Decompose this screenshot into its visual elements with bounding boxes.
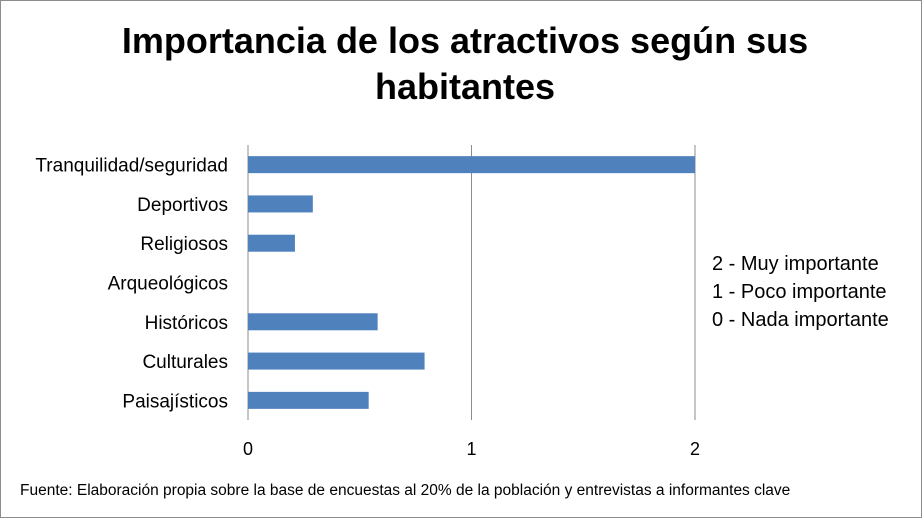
category-labels: Tranquilidad/seguridad Deportivos Religios…: [35, 156, 228, 413]
bar: [248, 195, 313, 213]
bar: [248, 313, 378, 331]
scale-legend-item-0: 0 - Nada importante: [712, 309, 889, 331]
category-label: Paisajísticos: [122, 391, 228, 412]
x-tick-label: 0: [243, 439, 253, 459]
scale-legend-item-2: 2 - Muy importante: [712, 253, 879, 275]
category-label: Tranquilidad/seguridad: [35, 156, 228, 177]
chart-title: Importancia de los atractivos según sus …: [121, 20, 809, 107]
category-label: Deportivos: [137, 195, 228, 216]
category-label: Históricos: [145, 313, 228, 334]
x-tick-label: 1: [466, 439, 476, 459]
scale-legend-item-1: 1 - Poco importante: [712, 281, 887, 303]
scale-legend: 2 - Muy importante 1 - Poco importante 0…: [712, 250, 889, 334]
bar: [248, 352, 425, 370]
category-label: Religiosos: [140, 234, 228, 255]
x-tick-label: 2: [690, 439, 700, 459]
gridlines: [247, 145, 696, 420]
source-note: Fuente: Elaboración propia sobre la base…: [20, 482, 791, 499]
x-tick-labels: 0 1 2: [243, 439, 700, 459]
bars: [248, 156, 695, 409]
bar: [248, 391, 369, 409]
category-label: Culturales: [142, 352, 228, 373]
bar: [248, 234, 295, 252]
bar: [248, 156, 695, 174]
category-label: Arqueológicos: [108, 274, 228, 295]
